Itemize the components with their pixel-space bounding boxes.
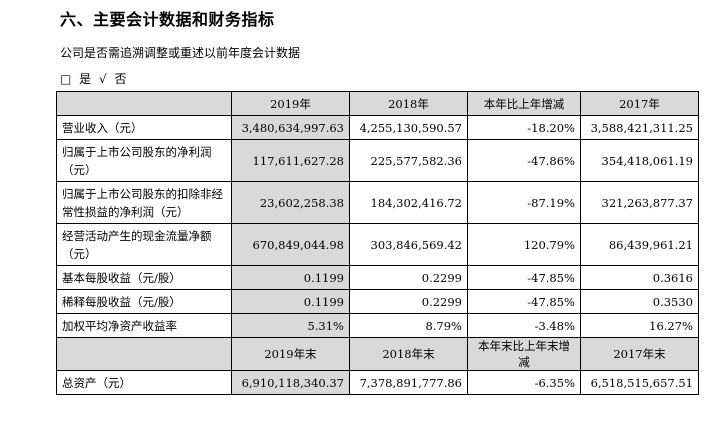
cell-2018: 8.79% xyxy=(349,313,468,338)
no-label: 否 xyxy=(114,72,127,86)
row-label: 基本每股收益（元/股） xyxy=(56,265,232,290)
cell-2018: 303,846,569.42 xyxy=(349,223,468,266)
cell-change: -47.85% xyxy=(467,289,581,314)
table-row: 总资产（元） 6,910,118,340.37 7,378,891,777.86… xyxy=(56,370,699,395)
cell-2019: 117,611,627.28 xyxy=(231,139,350,182)
header-cell: 本年比上年增减 xyxy=(467,91,581,116)
cell-2018: 184,302,416.72 xyxy=(349,181,468,224)
cell-2017: 86,439,961.21 xyxy=(580,223,699,266)
header-cell: 2019年 xyxy=(231,91,350,116)
check-mark-icon: √ xyxy=(99,72,107,86)
cell-2018: 4,255,130,590.57 xyxy=(349,115,468,140)
cell-change: -18.20% xyxy=(467,115,581,140)
cell-2017: 16.27% xyxy=(580,313,699,338)
cell-2019: 23,602,258.38 xyxy=(231,181,350,224)
row-label: 归属于上市公司股东的扣除非经常性损益的净利润（元） xyxy=(56,181,232,224)
table-row: 经营活动产生的现金流量净额（元） 670,849,044.98 303,846,… xyxy=(56,223,699,266)
yes-checkbox: □ xyxy=(60,72,72,86)
cell-change: -3.48% xyxy=(467,313,581,338)
cell-2019: 0.1199 xyxy=(231,265,350,290)
cell-change: -6.35% xyxy=(467,370,581,395)
row-label: 经营活动产生的现金流量净额（元） xyxy=(56,223,232,266)
table-row: 稀释每股收益（元/股） 0.1199 0.2299 -47.85% 0.3530 xyxy=(56,289,699,314)
cell-2017: 0.3530 xyxy=(580,289,699,314)
header-cell: 2017年末 xyxy=(580,337,699,371)
cell-change: -47.86% xyxy=(467,139,581,182)
yes-label: 是 xyxy=(79,72,92,86)
cell-2017: 6,518,515,657.51 xyxy=(580,370,699,395)
table-row: 归属于上市公司股东的净利润（元） 117,611,627.28 225,577,… xyxy=(56,139,699,182)
header-cell xyxy=(56,91,232,116)
table-header-row: 2019年 2018年 本年比上年增减 2017年 xyxy=(56,91,699,116)
cell-2019: 670,849,044.98 xyxy=(231,223,350,266)
cell-2017: 321,263,877.37 xyxy=(580,181,699,224)
cell-2017: 354,418,061.19 xyxy=(580,139,699,182)
table-row: 基本每股收益（元/股） 0.1199 0.2299 -47.85% 0.3616 xyxy=(56,265,699,290)
header-cell: 2017年 xyxy=(580,91,699,116)
table-row: 归属于上市公司股东的扣除非经常性损益的净利润（元） 23,602,258.38 … xyxy=(56,181,699,224)
cell-2018: 225,577,582.36 xyxy=(349,139,468,182)
header-cell: 2018年末 xyxy=(349,337,468,371)
cell-2019: 0.1199 xyxy=(231,289,350,314)
section-heading: 六、主要会计数据和财务指标 xyxy=(60,10,275,29)
header-cell xyxy=(56,337,232,371)
cell-2018: 0.2299 xyxy=(349,289,468,314)
row-label: 总资产（元） xyxy=(56,370,232,395)
financial-indicators-table: 2019年 2018年 本年比上年增减 2017年 营业收入（元） 3,480,… xyxy=(56,91,699,395)
row-label: 归属于上市公司股东的净利润（元） xyxy=(56,139,232,182)
cell-2019: 3,480,634,997.63 xyxy=(231,115,350,140)
row-label: 营业收入（元） xyxy=(56,115,232,140)
cell-2019: 5.31% xyxy=(231,313,350,338)
cell-2017: 3,588,421,311.25 xyxy=(580,115,699,140)
cell-change: -47.85% xyxy=(467,265,581,290)
cell-2017: 0.3616 xyxy=(580,265,699,290)
table-row: 加权平均净资产收益率 5.31% 8.79% -3.48% 16.27% xyxy=(56,313,699,338)
header-cell: 2019年末 xyxy=(231,337,350,371)
restatement-options: □ 是 √ 否 xyxy=(60,70,131,87)
restatement-question: 公司是否需追溯调整或重述以前年度会计数据 xyxy=(60,46,301,60)
cell-change: -87.19% xyxy=(467,181,581,224)
header-cell: 2018年 xyxy=(349,91,468,116)
table-subheader-row: 2019年末 2018年末 本年末比上年末增减 2017年末 xyxy=(56,337,699,371)
cell-2019: 6,910,118,340.37 xyxy=(231,370,350,395)
header-cell: 本年末比上年末增减 xyxy=(467,337,581,371)
row-label: 稀释每股收益（元/股） xyxy=(56,289,232,314)
table-row: 营业收入（元） 3,480,634,997.63 4,255,130,590.5… xyxy=(56,115,699,140)
cell-2018: 7,378,891,777.86 xyxy=(349,370,468,395)
cell-change: 120.79% xyxy=(467,223,581,266)
cell-2018: 0.2299 xyxy=(349,265,468,290)
row-label: 加权平均净资产收益率 xyxy=(56,313,232,338)
